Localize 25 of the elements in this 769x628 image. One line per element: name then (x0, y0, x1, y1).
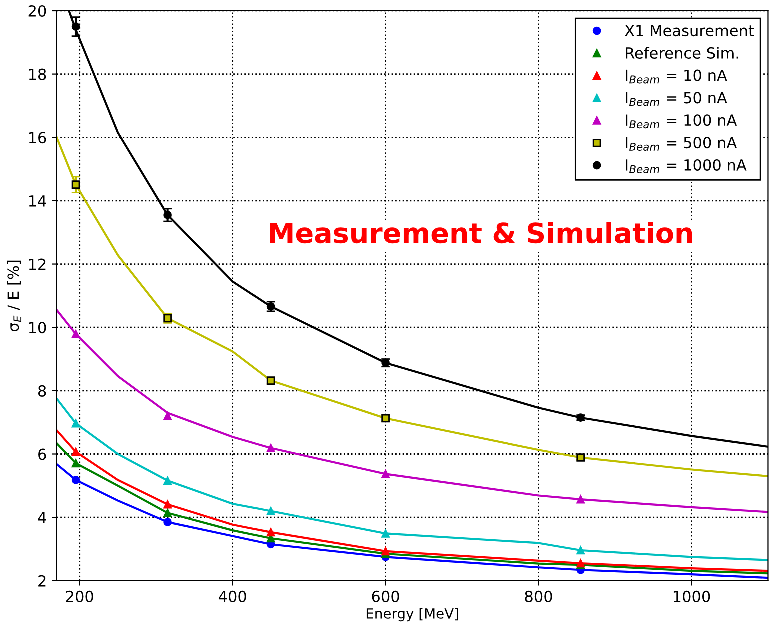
legend-label: I$_{Beam}$ = 10 nA (626, 70, 728, 84)
x-tick-label: 400 (218, 590, 246, 602)
x-tick-label: 800 (525, 590, 552, 602)
x-axis-title: Energy [MeV] (366, 608, 458, 622)
y-tick-label: 2 (38, 575, 46, 587)
x-tick-label: 600 (372, 590, 400, 602)
legend-label: I$_{Beam}$ = 50 nA (626, 92, 728, 106)
legend-label: I$_{Beam}$ = 1000 nA (626, 159, 747, 174)
y-tick-label: 8 (38, 385, 46, 397)
y-tick-label: 18 (29, 68, 46, 80)
y-axis-title: σ$_{E}$ / E [%] (7, 260, 22, 332)
x-tick-label: 200 (66, 590, 94, 602)
legend-label: I$_{Beam}$ = 500 nA (626, 137, 738, 152)
y-tick-label: 4 (38, 512, 46, 524)
legend-label: I$_{Beam}$ = 100 nA (626, 114, 738, 129)
y-tick-label: 14 (29, 196, 46, 207)
y-tick-label: 16 (29, 132, 46, 144)
y-tick-label: 10 (29, 322, 46, 334)
x-tick-label: 1000 (674, 590, 710, 602)
annotation: Measurement & Simulation (270, 222, 692, 244)
legend-label: Reference Sim. (626, 47, 738, 59)
legend-label: X1 Measurement (625, 25, 754, 37)
y-tick-label: 12 (29, 258, 46, 270)
y-tick-label: 20 (28, 5, 46, 18)
y-tick-label: 6 (38, 448, 46, 460)
